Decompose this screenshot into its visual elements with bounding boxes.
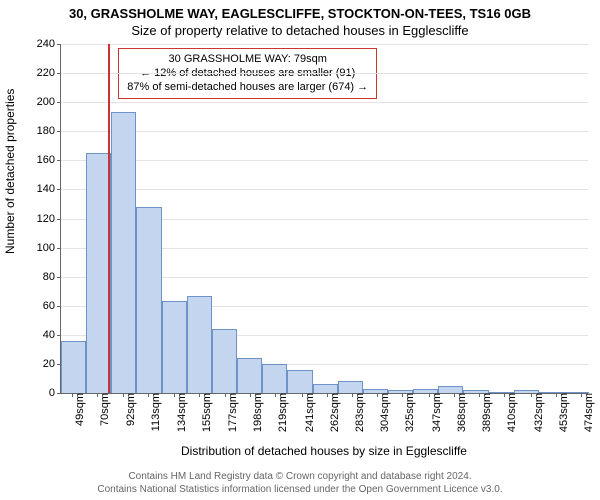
histogram-bar bbox=[313, 384, 338, 393]
x-tick-label: 241sqm bbox=[302, 393, 316, 432]
y-axis-title: Number of detached properties bbox=[3, 89, 17, 254]
x-tick-label: 198sqm bbox=[250, 393, 264, 432]
title-address: 30, GRASSHOLME WAY, EAGLESCLIFFE, STOCKT… bbox=[0, 6, 600, 21]
x-tick-label: 389sqm bbox=[479, 393, 493, 432]
x-tick-label: 134sqm bbox=[174, 393, 188, 432]
y-tick-label: 60 bbox=[43, 300, 61, 312]
histogram-bar bbox=[136, 207, 161, 393]
histogram-bar bbox=[111, 112, 136, 393]
histogram-bar bbox=[162, 301, 187, 393]
x-tick-label: 177sqm bbox=[225, 393, 239, 432]
x-tick-label: 219sqm bbox=[275, 393, 289, 432]
x-tick-label: 432sqm bbox=[531, 393, 545, 432]
annotation-line1: 30 GRASSHOLME WAY: 79sqm bbox=[127, 53, 368, 67]
x-tick-label: 325sqm bbox=[402, 393, 416, 432]
y-tick-label: 120 bbox=[37, 213, 61, 225]
y-tick-label: 40 bbox=[43, 329, 61, 341]
x-tick-label: 283sqm bbox=[352, 393, 366, 432]
gridline bbox=[61, 160, 588, 161]
histogram-bar bbox=[438, 386, 463, 393]
histogram-bar bbox=[262, 364, 287, 393]
footer-line2: Contains National Statistics information… bbox=[0, 483, 600, 496]
y-tick-label: 160 bbox=[37, 154, 61, 166]
histogram-bar bbox=[212, 329, 237, 393]
chart-container: Number of detached properties 30 GRASSHO… bbox=[0, 44, 600, 464]
y-tick-label: 100 bbox=[37, 242, 61, 254]
x-tick-label: 304sqm bbox=[377, 393, 391, 432]
x-tick-label: 347sqm bbox=[429, 393, 443, 432]
chart-title: 30, GRASSHOLME WAY, EAGLESCLIFFE, STOCKT… bbox=[0, 0, 600, 38]
y-tick-label: 20 bbox=[43, 358, 61, 370]
annotation-line3: 87% of semi-detached houses are larger (… bbox=[127, 81, 368, 95]
gridline bbox=[61, 189, 588, 190]
y-tick-label: 0 bbox=[49, 387, 61, 399]
x-tick-label: 70sqm bbox=[97, 393, 111, 426]
gridline bbox=[61, 73, 588, 74]
footer-line1: Contains HM Land Registry data © Crown c… bbox=[0, 470, 600, 483]
gridline bbox=[61, 44, 588, 45]
x-tick-label: 113sqm bbox=[148, 393, 162, 431]
histogram-bar bbox=[338, 381, 363, 393]
plot-area: 30 GRASSHOLME WAY: 79sqm ← 12% of detach… bbox=[60, 44, 588, 394]
x-axis-title: Distribution of detached houses by size … bbox=[60, 444, 588, 458]
highlight-line bbox=[108, 44, 110, 393]
x-tick-label: 474sqm bbox=[581, 393, 595, 432]
histogram-bar bbox=[61, 341, 86, 393]
x-tick-label: 92sqm bbox=[123, 393, 137, 426]
histogram-bar bbox=[187, 296, 212, 393]
x-tick-label: 262sqm bbox=[327, 393, 341, 432]
gridline bbox=[61, 102, 588, 103]
y-tick-label: 220 bbox=[37, 67, 61, 79]
y-tick-label: 180 bbox=[37, 125, 61, 137]
x-tick-label: 410sqm bbox=[504, 393, 518, 432]
x-tick-label: 368sqm bbox=[454, 393, 468, 432]
y-tick-label: 240 bbox=[37, 38, 61, 50]
x-tick-label: 49sqm bbox=[72, 393, 86, 426]
histogram-bar bbox=[237, 358, 262, 393]
histogram-bar bbox=[287, 370, 312, 393]
title-subtitle: Size of property relative to detached ho… bbox=[0, 23, 600, 38]
gridline bbox=[61, 131, 588, 132]
y-tick-label: 200 bbox=[37, 96, 61, 108]
x-tick-label: 453sqm bbox=[556, 393, 570, 432]
y-tick-label: 80 bbox=[43, 271, 61, 283]
y-tick-label: 140 bbox=[37, 183, 61, 195]
footer: Contains HM Land Registry data © Crown c… bbox=[0, 470, 600, 500]
x-tick-label: 155sqm bbox=[199, 393, 213, 432]
